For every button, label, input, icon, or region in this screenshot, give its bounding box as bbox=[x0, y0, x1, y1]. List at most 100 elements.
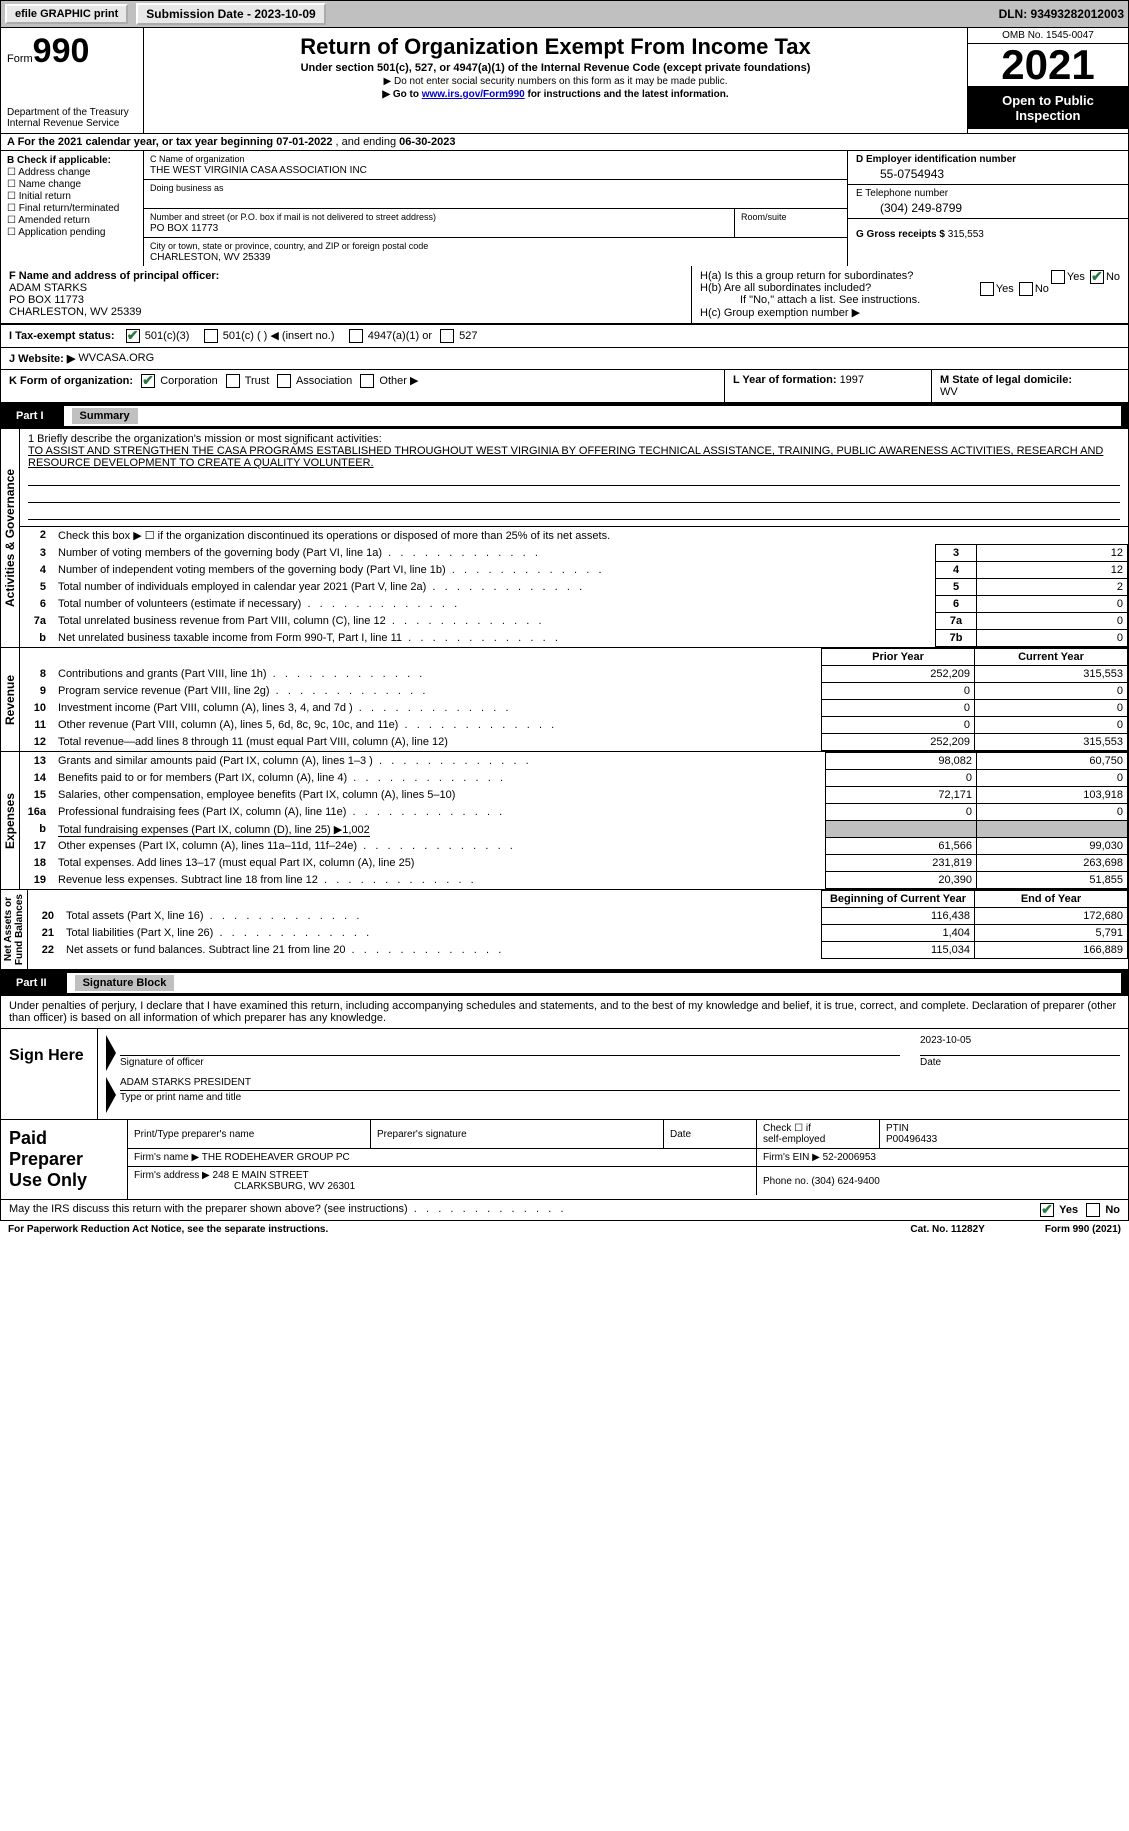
sig-intro: Under penalties of perjury, I declare th… bbox=[0, 996, 1129, 1029]
row-a-tax-year: A For the 2021 calendar year, or tax yea… bbox=[0, 134, 1129, 151]
row-a-pre: A For the 2021 calendar year, or tax yea… bbox=[7, 136, 276, 148]
row-i: I Tax-exempt status: 501(c)(3) 501(c) ( … bbox=[0, 324, 1129, 348]
line-21: Total liabilities (Part X, line 26) bbox=[60, 925, 822, 942]
chk-527[interactable] bbox=[440, 329, 454, 343]
goto-post: for instructions and the latest informat… bbox=[525, 89, 729, 100]
chk-501c[interactable] bbox=[204, 329, 218, 343]
firm-addr-row: Firm's address ▶ 248 E MAIN STREETCLARKS… bbox=[128, 1167, 757, 1196]
phone-value: (304) 249-8799 bbox=[856, 201, 1120, 215]
dba-label: Doing business as bbox=[150, 183, 224, 193]
line-7a: Total unrelated business revenue from Pa… bbox=[52, 613, 936, 630]
chk-address-change[interactable]: ☐ Address change bbox=[7, 167, 137, 178]
chk-app-pending[interactable]: ☐ Application pending bbox=[7, 227, 137, 238]
chk-final-return[interactable]: ☐ Final return/terminated bbox=[7, 203, 137, 214]
h-b-note: If "No," attach a list. See instructions… bbox=[700, 294, 1120, 306]
chk-name-change[interactable]: ☐ Name change bbox=[7, 179, 137, 190]
date-label: Date bbox=[920, 1055, 1120, 1068]
line-3: Number of voting members of the governin… bbox=[52, 545, 936, 562]
officer-name: ADAM STARKS bbox=[9, 282, 87, 294]
val-7b: 0 bbox=[977, 630, 1128, 647]
org-name-label: C Name of organization bbox=[150, 154, 245, 164]
tax-year-end: 06-30-2023 bbox=[399, 136, 455, 148]
sign-here-block: Sign Here Signature of officer 2023-10-0… bbox=[0, 1029, 1129, 1120]
submission-date-button[interactable]: Submission Date - 2023-10-09 bbox=[136, 3, 325, 25]
year-formation: 1997 bbox=[840, 374, 864, 386]
f-label: F Name and address of principal officer: bbox=[9, 270, 219, 282]
exp-table: 13Grants and similar amounts paid (Part … bbox=[20, 752, 1128, 889]
firm-name-row: Firm's name ▶ THE RODEHEAVER GROUP PC bbox=[128, 1149, 757, 1167]
part1-header: Part I Summary bbox=[0, 403, 1129, 429]
line-6: Total number of volunteers (estimate if … bbox=[52, 596, 936, 613]
line-10: Investment income (Part VIII, column (A)… bbox=[52, 700, 822, 717]
line-16b: Total fundraising expenses (Part IX, col… bbox=[52, 821, 826, 838]
chk-initial-return[interactable]: ☐ Initial return bbox=[7, 191, 137, 202]
city-label: City or town, state or province, country… bbox=[150, 241, 428, 251]
part2-title: Signature Block bbox=[75, 975, 175, 991]
row-a-mid: , and ending bbox=[336, 136, 400, 148]
col-b-label: B Check if applicable: bbox=[7, 155, 111, 166]
val-7a: 0 bbox=[977, 613, 1128, 630]
chk-trust[interactable] bbox=[226, 374, 240, 388]
arrow-icon bbox=[106, 1035, 116, 1071]
top-bar: efile GRAPHIC print Submission Date - 20… bbox=[0, 0, 1129, 28]
rev-table: Prior YearCurrent Year 8Contributions an… bbox=[20, 648, 1128, 751]
dln-label: DLN: 93493282012003 bbox=[999, 7, 1124, 21]
tax-year: 2021 bbox=[968, 44, 1128, 87]
chk-501c3[interactable] bbox=[126, 329, 140, 343]
na-section: Net Assets or Fund Balances Beginning of… bbox=[0, 890, 1129, 970]
line-11: Other revenue (Part VIII, column (A), li… bbox=[52, 717, 822, 734]
phone-label: E Telephone number bbox=[856, 188, 948, 199]
form-header: Form990 Department of the Treasury Inter… bbox=[0, 28, 1129, 134]
row-j: J Website: ▶ WVCASA.ORG bbox=[0, 348, 1129, 370]
chk-4947[interactable] bbox=[349, 329, 363, 343]
mission-block: 1 Briefly describe the organization's mi… bbox=[20, 429, 1128, 527]
subtitle-2: ▶ Do not enter social security numbers o… bbox=[152, 76, 959, 87]
part2-num: Part II bbox=[8, 975, 55, 991]
open-inspection: Open to Public Inspection bbox=[968, 87, 1128, 129]
prep-h3: Date bbox=[664, 1120, 757, 1149]
gross-value: 315,553 bbox=[948, 229, 984, 240]
hdr-end: End of Year bbox=[975, 891, 1128, 908]
chk-amended-return[interactable]: ☐ Amended return bbox=[7, 215, 137, 226]
line-22: Net assets or fund balances. Subtract li… bbox=[60, 942, 822, 959]
line-7b: Net unrelated business taxable income fr… bbox=[52, 630, 936, 647]
line-2: Check this box ▶ ☐ if the organization d… bbox=[52, 527, 1128, 545]
website-value: WVCASA.ORG bbox=[78, 352, 154, 365]
officer-sign-name: ADAM STARKS PRESIDENT bbox=[120, 1077, 1120, 1088]
firm-phone-row: Phone no. (304) 624-9400 bbox=[757, 1167, 1129, 1196]
chk-assoc[interactable] bbox=[277, 374, 291, 388]
firm-ein-row: Firm's EIN ▶ 52-2006953 bbox=[757, 1149, 1129, 1167]
discuss-yes[interactable] bbox=[1040, 1203, 1054, 1217]
hb-yes[interactable] bbox=[980, 282, 994, 296]
val-6: 0 bbox=[977, 596, 1128, 613]
arrow-icon-2 bbox=[106, 1077, 116, 1113]
street-label: Number and street (or P.O. box if mail i… bbox=[150, 212, 436, 222]
ein-label: D Employer identification number bbox=[856, 154, 1016, 165]
val-3: 12 bbox=[977, 545, 1128, 562]
chk-corp[interactable] bbox=[141, 374, 155, 388]
preparer-block: Paid Preparer Use Only Print/Type prepar… bbox=[0, 1120, 1129, 1200]
irs-link[interactable]: www.irs.gov/Form990 bbox=[422, 89, 525, 100]
ein-value: 55-0754943 bbox=[856, 167, 1120, 181]
org-name: THE WEST VIRGINIA CASA ASSOCIATION INC bbox=[150, 165, 367, 176]
chk-other[interactable] bbox=[360, 374, 374, 388]
j-label: J Website: ▶ bbox=[9, 352, 75, 365]
ha-yes[interactable] bbox=[1051, 270, 1065, 284]
vlabel-exp: Expenses bbox=[1, 752, 20, 889]
row-klm: K Form of organization: Corporation Trus… bbox=[0, 370, 1129, 403]
ha-no[interactable] bbox=[1090, 270, 1104, 284]
efile-print-button[interactable]: efile GRAPHIC print bbox=[5, 4, 128, 24]
subtitle-3: ▶ Go to www.irs.gov/Form990 for instruct… bbox=[152, 89, 959, 100]
mission-label: 1 Briefly describe the organization's mi… bbox=[28, 433, 382, 445]
discuss-no[interactable] bbox=[1086, 1203, 1100, 1217]
exp-section: Expenses 13Grants and similar amounts pa… bbox=[0, 752, 1129, 890]
hdr-beg: Beginning of Current Year bbox=[822, 891, 975, 908]
prep-ptin: PTINP00496433 bbox=[880, 1120, 1129, 1149]
i-label: I Tax-exempt status: bbox=[9, 330, 115, 342]
hb-no[interactable] bbox=[1019, 282, 1033, 296]
line-8: Contributions and grants (Part VIII, lin… bbox=[52, 666, 822, 683]
h-c: H(c) Group exemption number ▶ bbox=[700, 306, 1120, 319]
name-title-label: Type or print name and title bbox=[120, 1090, 1120, 1103]
form-word: Form bbox=[7, 53, 33, 65]
ag-section: Activities & Governance 1 Briefly descri… bbox=[0, 429, 1129, 648]
